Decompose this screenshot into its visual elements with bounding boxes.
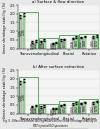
- Text: 0.27: 0.27: [51, 108, 55, 115]
- Bar: [43, 106, 46, 114]
- Bar: [75, 103, 78, 114]
- Bar: [63, 104, 66, 114]
- Text: 0.65: 0.65: [83, 104, 87, 111]
- Bar: [80, 38, 83, 49]
- Bar: [19, 82, 22, 114]
- Text: 0.68: 0.68: [83, 39, 87, 46]
- Y-axis label: linear shrinkage stability (%): linear shrinkage stability (%): [3, 66, 7, 118]
- Text: 0.65: 0.65: [74, 39, 78, 46]
- Bar: [59, 101, 78, 114]
- Bar: [19, 77, 38, 114]
- Bar: [55, 108, 58, 114]
- Text: 0.48: 0.48: [59, 106, 63, 113]
- Y-axis label: linear shrinkage stability (%): linear shrinkage stability (%): [3, 1, 7, 53]
- Bar: [80, 99, 98, 114]
- Bar: [80, 34, 98, 49]
- Text: 0.30: 0.30: [51, 42, 55, 49]
- Text: 0.62: 0.62: [91, 105, 95, 112]
- Text: 0.30: 0.30: [54, 107, 58, 114]
- Title: a) Surface & flow direction: a) Surface & flow direction: [32, 0, 85, 4]
- Text: 0.65: 0.65: [91, 39, 95, 46]
- Text: 0.38: 0.38: [30, 42, 34, 49]
- Bar: [75, 37, 78, 49]
- Text: 1.85: 1.85: [18, 29, 22, 36]
- Bar: [19, 12, 38, 49]
- Bar: [92, 37, 95, 49]
- Text: 0.44: 0.44: [42, 106, 46, 113]
- Text: 0.58: 0.58: [79, 105, 83, 112]
- Bar: [39, 38, 58, 49]
- Bar: [39, 41, 42, 49]
- Bar: [31, 107, 34, 114]
- Text: 0.33: 0.33: [54, 42, 58, 49]
- Bar: [51, 43, 54, 49]
- Text: 0.72: 0.72: [95, 39, 99, 46]
- Bar: [31, 42, 34, 49]
- Bar: [39, 107, 42, 114]
- Bar: [34, 41, 37, 49]
- Bar: [22, 15, 25, 49]
- Title: b) After surface extraction: b) After surface extraction: [33, 65, 84, 69]
- Text: Fig. 5 - Effect of different driving modes on the linear shrinkage stability of : Fig. 5 - Effect of different driving mod…: [3, 119, 97, 128]
- Text: 0.62: 0.62: [79, 40, 83, 47]
- Bar: [83, 102, 86, 114]
- Bar: [80, 103, 83, 114]
- Text: 0.46: 0.46: [34, 106, 38, 113]
- Bar: [72, 38, 74, 49]
- Text: 0.53: 0.53: [62, 41, 66, 47]
- Bar: [72, 104, 74, 114]
- Bar: [55, 43, 58, 49]
- Text: 1.95: 1.95: [22, 28, 26, 35]
- Bar: [63, 39, 66, 49]
- Bar: [34, 106, 37, 114]
- Bar: [95, 36, 98, 49]
- Bar: [51, 109, 54, 114]
- Bar: [95, 101, 98, 114]
- Text: 0.40: 0.40: [30, 107, 34, 114]
- Bar: [92, 103, 95, 114]
- Text: 0.48: 0.48: [42, 41, 46, 48]
- Text: 0.52: 0.52: [62, 106, 66, 112]
- Text: 1.80: 1.80: [18, 95, 22, 101]
- Bar: [22, 81, 25, 114]
- Text: 0.62: 0.62: [74, 105, 78, 112]
- Bar: [39, 104, 58, 114]
- Text: 0.45: 0.45: [34, 41, 38, 48]
- Text: 0.42: 0.42: [39, 42, 43, 48]
- Bar: [19, 16, 22, 49]
- Bar: [83, 37, 86, 49]
- Text: 1.90: 1.90: [22, 94, 26, 100]
- Text: 0.55: 0.55: [71, 105, 75, 112]
- Bar: [60, 40, 62, 49]
- Bar: [60, 105, 62, 114]
- Bar: [59, 35, 78, 49]
- Text: 0.70: 0.70: [95, 104, 99, 111]
- Text: 0.50: 0.50: [59, 41, 63, 48]
- Text: 0.58: 0.58: [71, 40, 75, 47]
- Text: 0.38: 0.38: [39, 107, 43, 114]
- Bar: [43, 40, 46, 49]
